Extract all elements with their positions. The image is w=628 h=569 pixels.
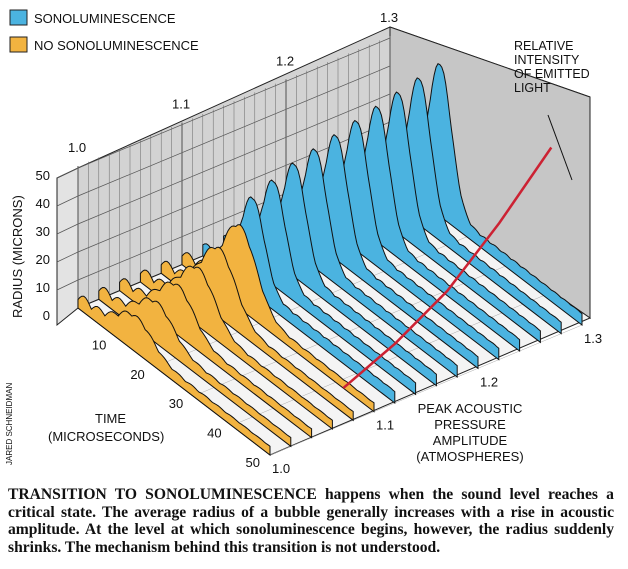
time-tick: 40: [207, 426, 221, 441]
left-wall: [56, 167, 79, 327]
pressure-label-line: AMPLITUDE: [433, 433, 508, 448]
grid-line-left: [56, 251, 79, 263]
radius-axis-label: RADIUS (MICRONS): [10, 195, 25, 318]
legend-swatch-no: [9, 36, 28, 53]
pressure-tick: 1.1: [376, 418, 394, 433]
radius-tick: 20: [36, 252, 50, 267]
slice-no: [98, 286, 292, 448]
legend-swatch-sono: [9, 9, 28, 26]
radius-tick: 40: [36, 196, 50, 211]
radius-tick: 50: [36, 168, 50, 183]
legend-label-no: NO SONOLUMINESCENCE: [34, 38, 199, 53]
radius-tick: 10: [36, 280, 50, 295]
slice-no: [77, 295, 271, 457]
back-pressure-tick: 1.1: [172, 97, 190, 112]
caption-lead: TRANSITION TO SONOLUMINESCENCE: [8, 486, 317, 503]
time-tick-labels: 10 20 30 40 50: [92, 337, 260, 470]
intensity-label-line: INTENSITY: [514, 53, 580, 67]
time-tick: 20: [130, 367, 144, 382]
grid-line-left: [56, 223, 79, 235]
grid-line-left: [56, 167, 79, 179]
grid-lines: [56, 36, 583, 456]
credit: JARED SCHNEIDMAN: [5, 383, 14, 465]
grid-line-left: [56, 279, 79, 291]
pressure-tick: 1.0: [272, 461, 290, 476]
pressure-label-line: (ATMOSPHERES): [416, 449, 523, 464]
intensity-label-line: OF EMITTED: [514, 67, 590, 81]
pressure-tick: 1.2: [480, 374, 498, 389]
sonoluminescence-3d-chart: SONOLUMINESCENCE NO SONOLUMINESCENCE RAD…: [5, 9, 602, 476]
caption: TRANSITION TO SONOLUMINESCENCE happens w…: [8, 486, 614, 556]
intensity-label-line: LIGHT: [514, 81, 551, 95]
caption-body: happens when the sound level reaches a c…: [8, 486, 614, 556]
back-pressure-tick-labels: 1.0 1.1 1.2 1.3: [68, 10, 398, 155]
data-slices: [77, 63, 583, 457]
pressure-tick: 1.3: [584, 331, 602, 346]
radius-tick-labels: 0 10 20 30 40 50: [36, 168, 50, 323]
time-tick: 10: [92, 337, 106, 352]
back-pressure-tick: 1.3: [380, 10, 398, 25]
legend-label-sono: SONOLUMINESCENCE: [34, 11, 176, 26]
time-tick: 50: [246, 455, 260, 470]
intensity-leader: [547, 114, 573, 181]
back-pressure-tick: 1.0: [68, 140, 86, 155]
grid-line-left: [56, 195, 79, 207]
pressure-tick-labels: 1.0 1.1 1.2 1.3: [272, 331, 602, 476]
radius-tick: 0: [43, 308, 50, 323]
pressure-label-line: PRESSURE: [434, 417, 506, 432]
radius-tick: 30: [36, 224, 50, 239]
intensity-label-line: RELATIVE: [514, 39, 574, 53]
time-tick: 30: [169, 396, 183, 411]
time-axis-label: TIME: [95, 411, 126, 426]
grid-line-time: [269, 324, 583, 456]
pressure-label-line: PEAK ACOUSTIC: [418, 401, 523, 416]
back-pressure-tick: 1.2: [276, 53, 294, 68]
intensity-curve: [342, 146, 553, 390]
pressure-axis-label: PEAK ACOUSTICPRESSUREAMPLITUDE(ATMOSPHER…: [416, 401, 523, 464]
time-axis-unit: (MICROSECONDS): [48, 429, 164, 444]
